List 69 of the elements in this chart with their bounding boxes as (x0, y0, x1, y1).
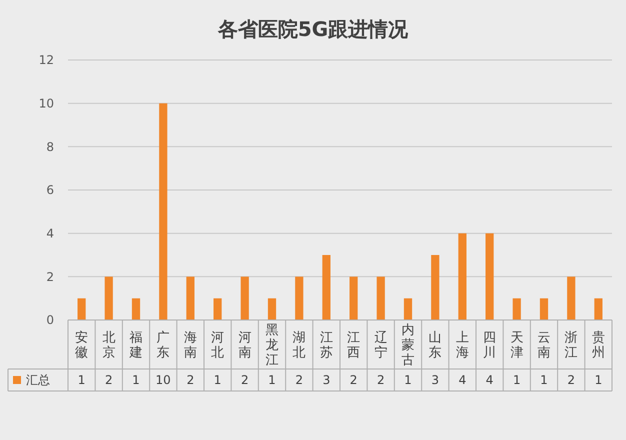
data-label: 4 (486, 373, 494, 388)
x-tick-label: 河北 (211, 330, 224, 361)
bar (376, 276, 385, 320)
bar (322, 255, 330, 320)
x-tick-label: 辽宁 (374, 330, 388, 361)
data-label: 1 (78, 373, 86, 388)
data-label: 4 (458, 373, 466, 388)
x-tick-label: 江苏 (320, 330, 333, 361)
x-tick-label: 安徽 (75, 330, 88, 361)
bar (404, 298, 412, 320)
bar (486, 233, 494, 320)
data-label: 2 (186, 373, 194, 388)
data-label: 2 (350, 373, 358, 388)
x-tick-label: 山东 (428, 330, 442, 361)
x-tick-label: 内蒙古 (402, 323, 414, 368)
y-tick-label: 8 (46, 140, 54, 154)
data-label: 2 (104, 373, 113, 388)
bar (458, 233, 466, 320)
x-tick-label: 湖北 (292, 330, 306, 361)
data-label: 2 (376, 373, 385, 388)
y-tick-label: 2 (46, 270, 54, 284)
x-tick-label: 上海 (456, 330, 469, 361)
x-tick-label: 贵州 (592, 330, 605, 361)
bar (512, 298, 521, 320)
x-tick-label: 江西 (347, 330, 360, 361)
bar (240, 276, 249, 320)
bar (567, 276, 576, 320)
bar (186, 276, 194, 320)
chart-title: 各省医院5G跟进情况 (216, 17, 410, 41)
data-label: 1 (594, 373, 602, 388)
data-label: 1 (268, 373, 276, 388)
x-tick-label: 四川 (483, 330, 496, 361)
data-label: 2 (295, 373, 304, 388)
bar (104, 276, 113, 320)
y-tick-label: 10 (38, 96, 54, 111)
data-label: 10 (156, 373, 171, 388)
y-tick-label: 0 (46, 313, 54, 328)
bar (431, 255, 440, 320)
bar (594, 298, 602, 320)
x-tick-label: 福建 (128, 330, 142, 361)
legend-label: 汇总 (26, 373, 50, 388)
data-label: 2 (240, 373, 249, 388)
x-tick-label: 黑龙江 (266, 323, 278, 368)
x-tick-label: 浙江 (564, 330, 578, 361)
y-tick-label: 12 (38, 53, 54, 68)
data-label: 1 (540, 373, 548, 388)
bar (350, 276, 358, 320)
y-tick-label: 6 (46, 183, 54, 198)
bar (214, 298, 222, 320)
bar (78, 298, 86, 320)
bar (268, 298, 276, 320)
data-label: 1 (404, 373, 412, 388)
x-tick-label: 北京 (102, 330, 116, 361)
y-tick-label: 4 (46, 226, 54, 241)
data-label: 1 (132, 373, 140, 388)
x-tick-label: 广东 (156, 330, 170, 361)
x-tick-label: 海南 (184, 330, 197, 361)
bar (295, 276, 304, 320)
x-tick-label: 河南 (238, 330, 252, 361)
bar (540, 298, 548, 320)
data-label: 3 (322, 373, 330, 388)
x-tick-label: 天津 (510, 330, 524, 361)
bar (159, 103, 168, 320)
data-label: 2 (567, 373, 576, 388)
x-tick-label: 云南 (538, 330, 550, 361)
data-label: 1 (512, 373, 521, 388)
data-label: 3 (431, 373, 440, 388)
bar (132, 298, 140, 320)
data-label: 1 (214, 373, 222, 388)
